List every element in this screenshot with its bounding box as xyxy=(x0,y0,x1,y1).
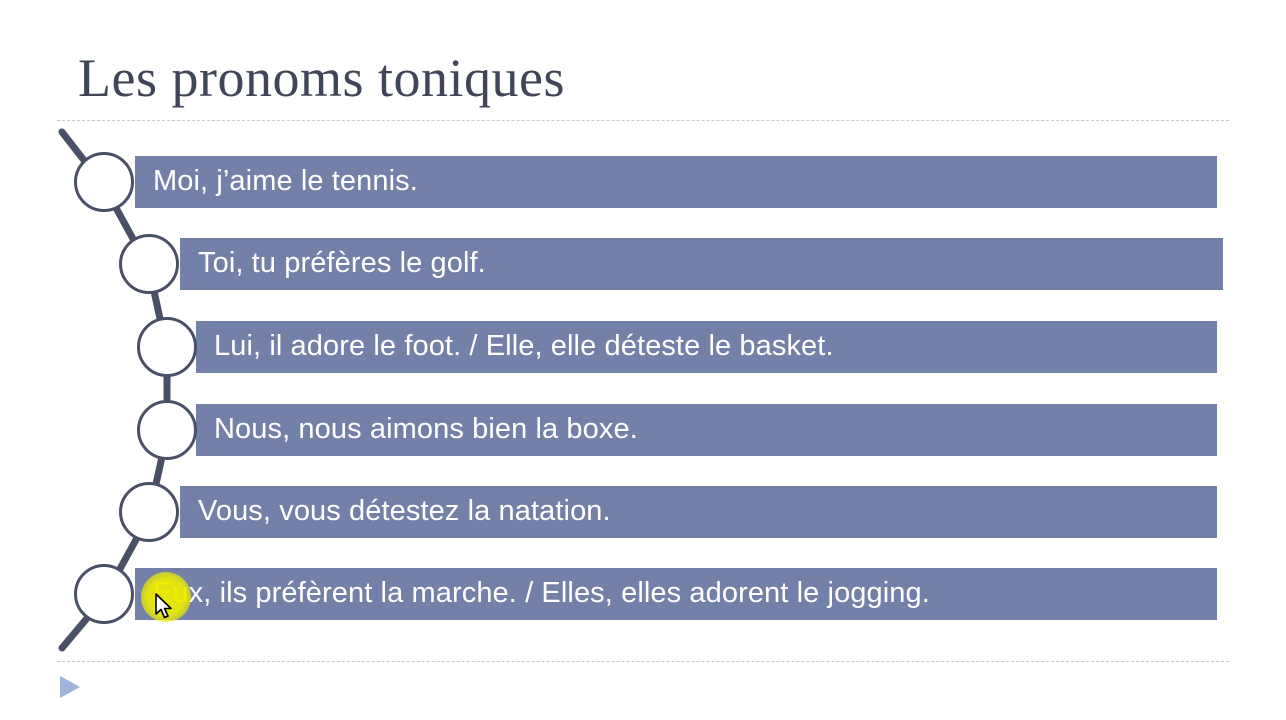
list-item-text: Toi, tu préfères le golf. xyxy=(198,247,486,279)
list-item-node-circle xyxy=(137,317,197,377)
play-triangle-icon[interactable] xyxy=(60,676,80,698)
page-title: Les pronoms toniques xyxy=(78,48,565,108)
divider-bottom xyxy=(57,661,1229,662)
list-item-bar xyxy=(135,156,1217,208)
list-item-text: Moi, j’aime le tennis. xyxy=(153,165,418,197)
list-item-node-circle xyxy=(74,564,134,624)
list-item-text: Nous, nous aimons bien la boxe. xyxy=(214,413,638,445)
list-item-label: Toi, tu préfères le golf. xyxy=(198,238,486,290)
list-item-node-circle xyxy=(137,400,197,460)
list-item-bar xyxy=(196,404,1217,456)
list-item-label: Vous, vous détestez la natation. xyxy=(198,486,611,538)
list-item: Toi, tu préfères le golf. xyxy=(0,234,1286,294)
list-item: Moi, j’aime le tennis. xyxy=(0,152,1286,212)
list-item-bar xyxy=(180,486,1217,538)
list-item: Nous, nous aimons bien la boxe. xyxy=(0,400,1286,460)
list-item-text: Lui, il adore le foot. / Elle, elle déte… xyxy=(214,330,834,362)
list-item-label: Moi, j’aime le tennis. xyxy=(153,156,418,208)
list-item-node-circle xyxy=(119,234,179,294)
mouse-pointer-icon xyxy=(155,593,172,619)
list-item-label: Nous, nous aimons bien la boxe. xyxy=(214,404,638,456)
divider-top xyxy=(57,120,1229,121)
list-item: Lui, il adore le foot. / Elle, elle déte… xyxy=(0,317,1286,377)
list-item: Eux, ils préfèrent la marche. / Elles, e… xyxy=(0,564,1286,624)
list-item-label: Lui, il adore le foot. / Elle, elle déte… xyxy=(214,321,834,373)
list-item: Vous, vous détestez la natation. xyxy=(0,482,1286,542)
list-item-text: x, ils préfèrent la marche. / Elles, ell… xyxy=(188,577,930,609)
list-item-bar xyxy=(135,568,1217,620)
list-item-node-circle xyxy=(74,152,134,212)
list-item-node-circle xyxy=(119,482,179,542)
list-item-bar xyxy=(196,321,1217,373)
list-item-label: Eux, ils préfèrent la marche. / Elles, e… xyxy=(153,568,930,620)
list-item-text: Vous, vous détestez la natation. xyxy=(198,495,611,527)
list-item-bar xyxy=(180,238,1223,290)
pronoun-list: Moi, j’aime le tennis. Toi, tu préfères … xyxy=(0,128,1286,652)
